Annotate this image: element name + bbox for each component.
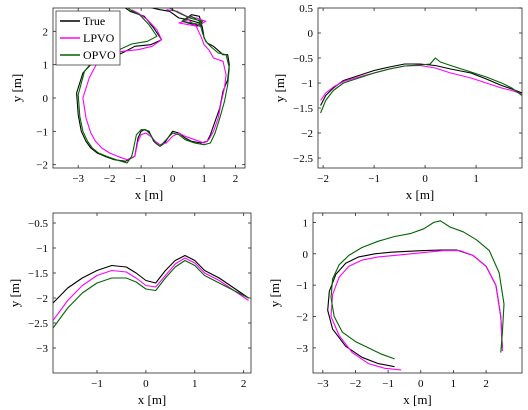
x-axis-label: x [m] (406, 187, 435, 202)
y-tick-label: 0 (303, 249, 309, 261)
plot-area (312, 212, 523, 374)
y-tick-label: 1 (43, 60, 49, 72)
x-tick-label: −3 (72, 173, 84, 185)
y-tick-label: −1 (296, 280, 308, 292)
y-tick-label: −1.5 (293, 103, 313, 115)
x-tick-label: −2 (104, 173, 116, 185)
x-tick-label: 1 (451, 378, 457, 390)
y-tick-label: 0 (308, 28, 314, 40)
x-tick-label: 2 (233, 173, 239, 185)
x-tick-label: 2 (483, 378, 489, 390)
x-tick-label: −1 (135, 173, 147, 185)
series-line-lpvo (330, 250, 503, 371)
subplot-1: −3 −2 −1 0 1 2 −2 −1 0 1 2 x [m] y [m] True LPVO OPVO (9, 7, 246, 202)
legend-label-opvo: OPVO (83, 48, 116, 62)
plot-area (52, 212, 252, 374)
y-tick-label: −3 (36, 343, 48, 355)
x-tick-label: −2 (350, 378, 362, 390)
x-tick-label: −1 (368, 173, 380, 185)
y-axis-label: y [m] (267, 279, 282, 308)
series-line-true (53, 254, 249, 304)
x-tick-label: 0 (143, 378, 149, 390)
x-tick-label: −3 (317, 378, 329, 390)
legend-label-true: True (83, 14, 105, 28)
x-tick-label: 1 (201, 173, 207, 185)
y-tick-label: −2.5 (293, 153, 313, 165)
y-tick-label: −3 (296, 343, 308, 355)
y-tick-label: −1 (36, 126, 48, 138)
x-tick-label: 0 (422, 173, 428, 185)
subplot-2: −2 −1 0 1 −2.5 −2 −1.5 −1 −0.5 0 0.5 x [m] y [m] (272, 3, 523, 202)
y-axis-label: y [m] (9, 74, 24, 103)
y-tick-label: 2 (43, 26, 49, 38)
plot-area (317, 7, 523, 169)
subplot-3: −1 0 1 2 −3 −2.5 −2 −1.5 −1 −0.5 x [m] y [m] (7, 212, 252, 407)
y-tick-label: −2 (36, 160, 48, 172)
x-tick-label: 2 (241, 378, 247, 390)
x-tick-label: 0 (170, 173, 176, 185)
y-tick-label: 0 (43, 93, 49, 105)
y-axis-label: y [m] (7, 279, 22, 308)
y-tick-label: −1 (301, 78, 313, 90)
y-tick-label: −2 (301, 128, 313, 140)
x-tick-label: −1 (382, 378, 394, 390)
series-line-lpvo (53, 257, 249, 321)
x-tick-label: −1 (91, 378, 103, 390)
y-tick-label: 0.5 (299, 3, 313, 15)
x-tick-label: 1 (473, 173, 479, 185)
legend-label-lpvo: LPVO (83, 31, 115, 45)
y-axis-label: y [m] (272, 74, 287, 103)
y-tick-label: −0.5 (28, 218, 48, 230)
series-line-opvo (330, 220, 505, 360)
series-group (320, 57, 522, 114)
series-line-opvo (320, 57, 522, 114)
series-line-opvo (53, 259, 249, 329)
y-tick-label: −1.5 (28, 268, 48, 280)
x-axis-label: x [m] (138, 392, 167, 407)
series-group (53, 254, 249, 329)
x-tick-label: 0 (418, 378, 424, 390)
x-axis-label: x [m] (403, 392, 432, 407)
series-group (327, 220, 505, 371)
subplot-4: −3 −2 −1 0 1 2 −3 −2 −1 0 1 x [m] y [m] (267, 212, 523, 407)
y-tick-label: −2 (296, 312, 308, 324)
legend: True LPVO OPVO (55, 10, 121, 66)
x-tick-label: −2 (317, 173, 329, 185)
x-axis-label: x [m] (135, 187, 164, 202)
y-tick-label: −2.5 (28, 318, 48, 330)
y-tick-label: −2 (36, 293, 48, 305)
y-tick-label: −1 (36, 243, 48, 255)
y-tick-label: −0.5 (293, 53, 313, 65)
x-tick-label: 1 (192, 378, 198, 390)
y-tick-label: 1 (303, 217, 309, 229)
